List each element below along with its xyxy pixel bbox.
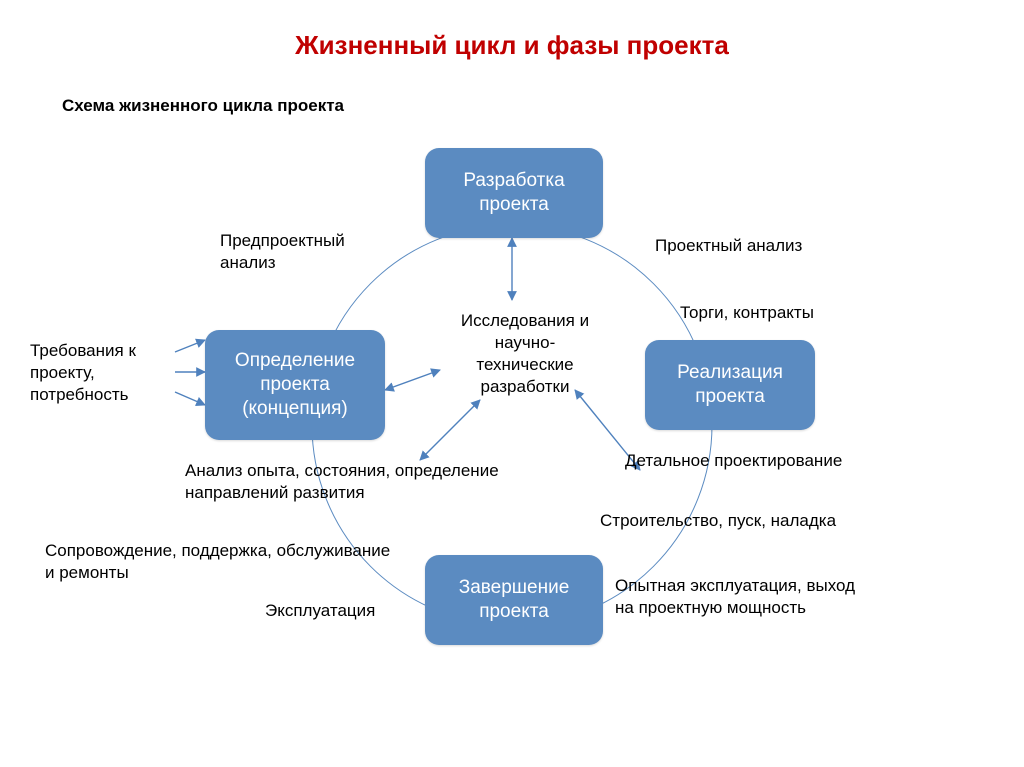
label-experience-analysis: Анализ опыта, состояния, определениенапр…: [185, 460, 555, 504]
label-construction: Строительство, пуск, наладка: [600, 510, 900, 532]
node-completion: Завершениепроекта: [425, 555, 603, 645]
label-operation: Эксплуатация: [265, 600, 415, 622]
label-preproject-analysis: Предпроектныйанализ: [220, 230, 380, 274]
arrow: [385, 370, 440, 390]
label-project-analysis: Проектный анализ: [655, 235, 855, 257]
label-requirements: Требования кпроекту,потребность: [30, 340, 180, 406]
node-implementation: Реализацияпроекта: [645, 340, 815, 430]
node-label: Разработкапроекта: [463, 169, 564, 217]
arrow: [420, 400, 480, 460]
label-support: Сопровождение, поддержка, обслуживаниеи …: [45, 540, 445, 584]
node-definition: Определениепроекта(концепция): [205, 330, 385, 440]
label-tenders-contracts: Торги, контракты: [680, 302, 880, 324]
node-label: Определениепроекта(концепция): [235, 349, 355, 420]
node-development: Разработкапроекта: [425, 148, 603, 238]
diagram-subtitle: Схема жизненного цикла проекта: [62, 96, 344, 116]
label-pilot-operation: Опытная эксплуатация, выходна проектную …: [615, 575, 915, 619]
diagram-canvas: Жизненный цикл и фазы проекта Схема жизн…: [0, 0, 1024, 767]
node-label: Реализацияпроекта: [677, 361, 783, 409]
label-research: Исследования инаучно-техническиеразработ…: [440, 310, 610, 398]
label-detailed-design: Детальное проектирование: [625, 450, 905, 472]
page-title: Жизненный цикл и фазы проекта: [0, 30, 1024, 61]
node-label: Завершениепроекта: [459, 576, 570, 624]
